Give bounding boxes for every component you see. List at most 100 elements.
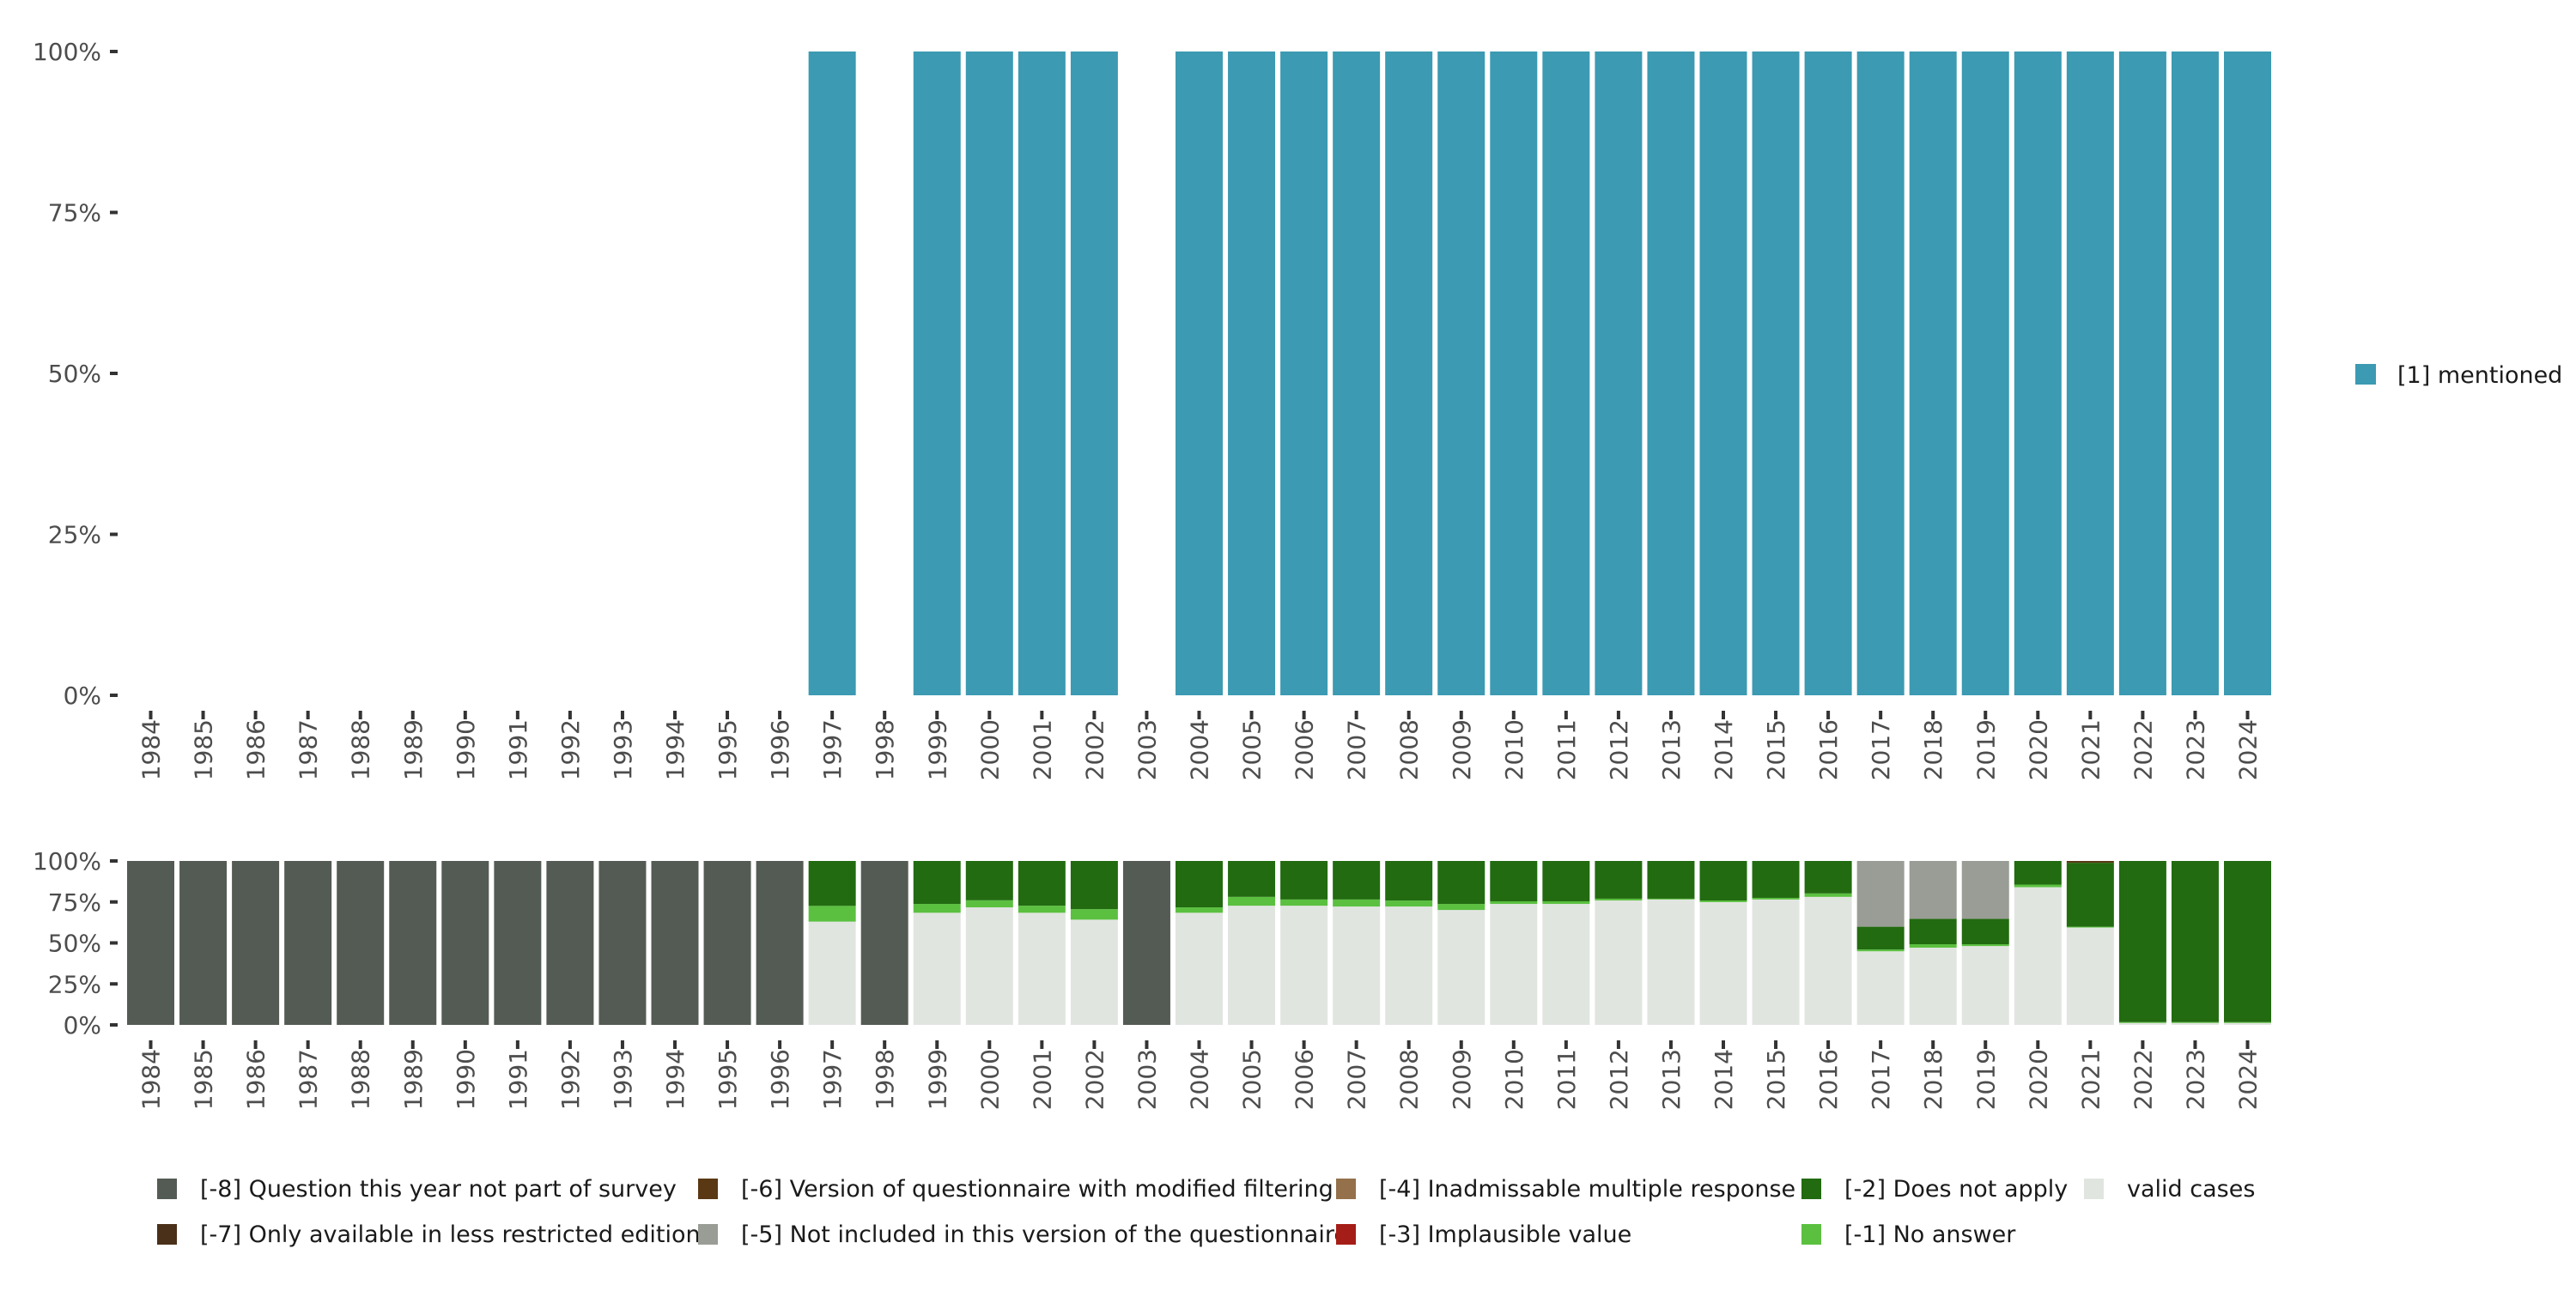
x-tick-label: 1988 <box>347 1049 375 1110</box>
bar-segment <box>913 904 961 913</box>
x-tick-label: 2023 <box>2181 1049 2209 1110</box>
legend-label: [-6] Version of questionnaire with modif… <box>741 1176 1334 1203</box>
bar-segment <box>1752 899 1800 1025</box>
bar-segment <box>2171 861 2219 1022</box>
bar-segment <box>284 861 332 1025</box>
x-tick-label: 2007 <box>1343 719 1371 780</box>
x-tick-mark <box>201 1040 205 1049</box>
x-tick-label: 2011 <box>1552 1049 1581 1110</box>
legend-label: [-4] Inadmissable multiple response <box>1379 1176 1795 1203</box>
bar-segment <box>1961 52 2009 695</box>
x-tick-mark <box>1092 711 1097 719</box>
bar-segment <box>1542 52 1590 695</box>
x-tick-label: 1996 <box>766 1049 794 1110</box>
bar-segment <box>1437 52 1485 695</box>
x-tick-mark <box>201 711 205 719</box>
bar-segment <box>860 861 908 1025</box>
y-tick-mark <box>110 1023 118 1027</box>
x-tick-mark <box>1249 711 1254 719</box>
x-tick-mark <box>726 711 730 719</box>
bar-segment <box>1018 906 1066 913</box>
bar-segment <box>1490 861 1538 901</box>
bar-segment <box>1647 899 1695 1025</box>
bar-segment <box>1804 896 1852 1025</box>
y-tick-label: 100% <box>33 847 101 876</box>
x-tick-mark <box>673 1040 677 1049</box>
bar-segment <box>1385 900 1433 907</box>
x-tick-mark <box>987 711 992 719</box>
legend-label: valid cases <box>2127 1176 2255 1203</box>
x-tick-label: 2023 <box>2181 719 2209 780</box>
bar-segment <box>1490 900 1538 905</box>
bar-segment <box>651 861 699 1025</box>
bar-segment <box>1595 861 1643 899</box>
bar-segment <box>2014 884 2062 888</box>
bar-segment <box>1699 52 1747 695</box>
bar-segment <box>1961 918 2009 945</box>
x-tick-label: 1990 <box>452 1049 480 1110</box>
y-tick-label: 0% <box>64 682 101 710</box>
legend-label: [-8] Question this year not part of surv… <box>200 1176 677 1203</box>
legend-swatch <box>1801 1179 1821 1199</box>
x-tick-mark <box>1197 711 1201 719</box>
x-tick-mark <box>568 1040 572 1049</box>
x-tick-mark <box>1931 711 1935 719</box>
x-tick-mark <box>1826 1040 1831 1049</box>
x-tick-mark <box>987 1040 992 1049</box>
bar-segment <box>1176 52 1223 695</box>
bar-segment <box>1070 52 1118 695</box>
bar-segment <box>2014 861 2062 885</box>
y-tick-mark <box>110 210 118 215</box>
bar-segment <box>127 861 174 1025</box>
bar-segment <box>703 861 751 1025</box>
x-tick-label: 2017 <box>1867 719 1895 780</box>
x-tick-mark <box>2141 711 2145 719</box>
x-tick-label: 2021 <box>2076 1049 2105 1110</box>
bar-segment <box>2171 1021 2219 1023</box>
x-tick-label: 1991 <box>504 1049 532 1110</box>
legend-label: [-3] Implausible value <box>1379 1221 1631 1248</box>
bar-segment <box>1752 861 1800 898</box>
bar-segment <box>1070 919 1118 1025</box>
x-tick-mark <box>778 711 782 719</box>
x-tick-mark <box>463 1040 467 1049</box>
x-tick-mark <box>2245 1040 2250 1049</box>
x-tick-mark <box>1459 711 1463 719</box>
bar-segment <box>2066 927 2114 1025</box>
bar-segment <box>965 52 1013 695</box>
bar-segment <box>1909 948 1957 1025</box>
x-tick-mark <box>1511 711 1516 719</box>
x-tick-mark <box>1354 1040 1358 1049</box>
bar-segment <box>1333 899 1381 907</box>
x-tick-label: 2010 <box>1500 1049 1528 1110</box>
x-tick-mark <box>410 711 415 719</box>
x-tick-mark <box>2193 1040 2197 1049</box>
x-tick-mark <box>1826 711 1831 719</box>
x-tick-label: 1989 <box>399 1049 428 1110</box>
x-tick-label: 2016 <box>1814 1049 1843 1110</box>
bar-segment <box>1280 906 1328 1025</box>
bar-segment <box>1752 897 1800 900</box>
x-tick-mark <box>1668 711 1673 719</box>
legend-label: [-1] No answer <box>1844 1221 2016 1248</box>
bar-segment <box>2066 52 2114 695</box>
bar-segment <box>1018 912 1066 1025</box>
bar-segment <box>913 52 961 695</box>
bar-segment <box>1070 909 1118 920</box>
bar-segment <box>2066 926 2114 928</box>
bar-segment <box>1176 912 1223 1025</box>
x-tick-label: 2014 <box>1710 1049 1738 1110</box>
bar-segment <box>494 861 542 1025</box>
legend-swatch <box>698 1179 718 1199</box>
bar-segment <box>1961 946 2009 1025</box>
bar-segment <box>1804 861 1852 894</box>
legend-swatch <box>157 1224 177 1245</box>
y-tick-label: 75% <box>48 888 101 917</box>
x-tick-label: 2015 <box>1762 719 1790 780</box>
x-tick-label: 1985 <box>190 1049 218 1110</box>
x-tick-label: 1993 <box>609 719 637 780</box>
x-tick-mark <box>2193 711 2197 719</box>
bar-segment <box>808 52 856 695</box>
bar-segment <box>1595 900 1643 1025</box>
